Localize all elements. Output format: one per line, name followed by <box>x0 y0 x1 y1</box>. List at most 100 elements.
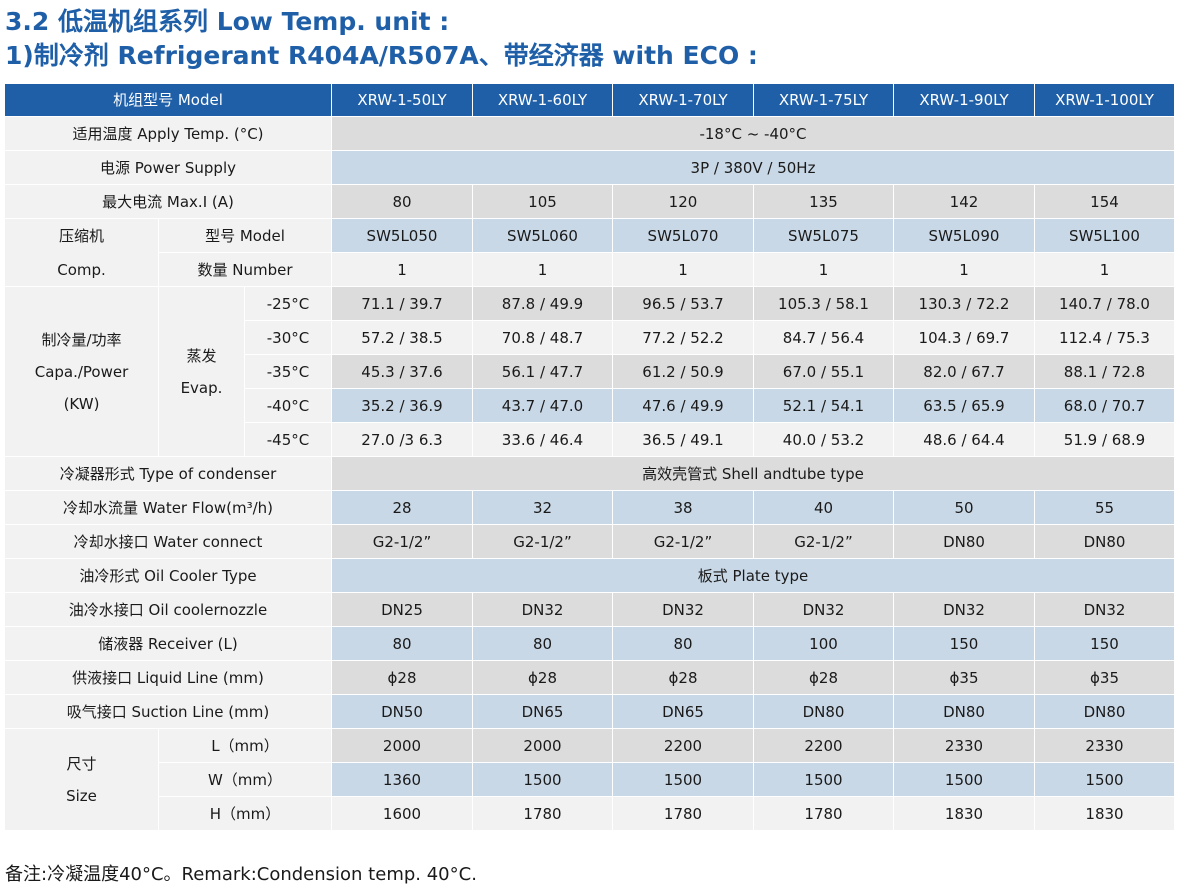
row-label: 冷却水流量 Water Flow(m³/h) <box>4 490 332 525</box>
cell: 51.9 / 68.9 <box>1034 422 1175 457</box>
cell: 52.1 / 54.1 <box>753 388 894 423</box>
cell: 1600 <box>331 796 473 831</box>
cell: ϕ28 <box>612 660 754 695</box>
cell: SW5L050 <box>331 218 473 253</box>
power-supply-value: 3P / 380V / 50Hz <box>331 150 1175 185</box>
table-header-row: 机组型号 Model XRW-1-50LY XRW-1-60LY XRW-1-7… <box>4 83 1175 117</box>
cell: 71.1 / 39.7 <box>331 286 473 321</box>
cell: ϕ28 <box>753 660 894 695</box>
row-label: 储液器 Receiver (L) <box>4 626 332 661</box>
cell: DN80 <box>1034 524 1175 559</box>
receiver-row: 储液器 Receiver (L) 80 80 80 100 150 150 <box>4 626 1175 661</box>
compressor-label: 压缩机 Comp. <box>4 218 159 287</box>
model-name: XRW-1-75LY <box>753 83 894 117</box>
cell: DN25 <box>331 592 473 627</box>
cell: SW5L060 <box>472 218 613 253</box>
oil-cooler-type-row: 油冷形式 Oil Cooler Type 板式 Plate type <box>4 558 1175 593</box>
cell: ϕ28 <box>331 660 473 695</box>
cell: SW5L070 <box>612 218 754 253</box>
size-row: 尺寸 Size L（mm） 2000 2000 2200 2200 2330 2… <box>4 728 1175 831</box>
cell: 1 <box>331 252 473 287</box>
cell: DN32 <box>753 592 894 627</box>
size-label-en: Size <box>66 786 97 805</box>
cell: SW5L075 <box>753 218 894 253</box>
cell: 36.5 / 49.1 <box>612 422 754 457</box>
capacity-row: -40°C 35.2 / 36.9 43.7 / 47.0 47.6 / 49.… <box>5 388 1175 423</box>
capacity-row: -30°C 57.2 / 38.5 70.8 / 48.7 77.2 / 52.… <box>5 320 1175 355</box>
water-connect-row: 冷却水接口 Water connect G2-1/2” G2-1/2” G2-1… <box>4 524 1175 559</box>
cell: DN32 <box>893 592 1035 627</box>
compressor-number-row: 数量 Number 1 1 1 1 1 1 <box>5 252 1175 287</box>
cell: G2-1/2” <box>472 524 613 559</box>
cell: 1360 <box>331 762 473 797</box>
cell: 55 <box>1034 490 1175 525</box>
cell: 50 <box>893 490 1035 525</box>
max-current-row: 最大电流 Max.I (A) 80 105 120 135 142 154 <box>4 184 1175 219</box>
cell: 47.6 / 49.9 <box>612 388 754 423</box>
evap-temp: -25°C <box>244 286 332 321</box>
cell: 140.7 / 78.0 <box>1034 286 1175 321</box>
cell: 1 <box>893 252 1035 287</box>
cell: 28 <box>331 490 473 525</box>
cell: 1830 <box>1034 796 1175 831</box>
cell: DN50 <box>331 694 473 729</box>
size-dimension-label: L（mm） <box>158 728 332 763</box>
cell: 1500 <box>612 762 754 797</box>
cell: 1 <box>1034 252 1175 287</box>
cell: 40.0 / 53.2 <box>753 422 894 457</box>
cell: 38 <box>612 490 754 525</box>
cell: 80 <box>612 626 754 661</box>
capacity-label: 制冷量/功率 Capa./Power (KW) <box>4 286 159 457</box>
model-name: XRW-1-70LY <box>612 83 754 117</box>
cell: 67.0 / 55.1 <box>753 354 894 389</box>
model-name: XRW-1-90LY <box>893 83 1035 117</box>
capacity-label-cn: 制冷量/功率 <box>41 330 122 349</box>
compressor-label-en: Comp. <box>57 260 106 279</box>
cell: SW5L100 <box>1034 218 1175 253</box>
capacity-label-unit: (KW) <box>63 394 100 413</box>
cell: ϕ35 <box>893 660 1035 695</box>
row-label: 最大电流 Max.I (A) <box>4 184 332 219</box>
cell: 1500 <box>472 762 613 797</box>
model-name: XRW-1-60LY <box>472 83 613 117</box>
condenser-type-value: 高效壳管式 Shell andtube type <box>331 456 1175 491</box>
suction-line-row: 吸气接口 Suction Line (mm) DN50 DN65 DN65 DN… <box>4 694 1175 729</box>
row-label: 吸气接口 Suction Line (mm) <box>4 694 332 729</box>
section-title: 3.2 低温机组系列 Low Temp. unit : <box>5 7 450 36</box>
section-subtitle: 1)制冷剂 Refrigerant R404A/R507A、带经济器 with … <box>5 41 758 70</box>
cell: SW5L090 <box>893 218 1035 253</box>
oil-cooler-nozzle-row: 油冷水接口 Oil coolernozzle DN25 DN32 DN32 DN… <box>4 592 1175 627</box>
cell: 96.5 / 53.7 <box>612 286 754 321</box>
cell: G2-1/2” <box>612 524 754 559</box>
evap-temp: -40°C <box>244 388 332 423</box>
cell: 135 <box>753 184 894 219</box>
cell: 1780 <box>612 796 754 831</box>
cell: 2000 <box>472 728 613 763</box>
capacity-row: -35°C 45.3 / 37.6 56.1 / 47.7 61.2 / 50.… <box>5 354 1175 389</box>
cell: 80 <box>331 626 473 661</box>
cell: DN32 <box>1034 592 1175 627</box>
cell: ϕ28 <box>472 660 613 695</box>
evap-temp: -35°C <box>244 354 332 389</box>
evap-label-en: Evap. <box>180 378 223 397</box>
cell: 150 <box>893 626 1035 661</box>
apply-temp-value: -18°C ~ -40°C <box>331 116 1175 151</box>
cell: 80 <box>331 184 473 219</box>
cell: 56.1 / 47.7 <box>472 354 613 389</box>
apply-temp-row: 适用温度 Apply Temp. (°C) -18°C ~ -40°C <box>4 116 1175 151</box>
cell: 57.2 / 38.5 <box>331 320 473 355</box>
cell: 112.4 / 75.3 <box>1034 320 1175 355</box>
cell: 70.8 / 48.7 <box>472 320 613 355</box>
cell: 2200 <box>753 728 894 763</box>
capacity-row: 制冷量/功率 Capa./Power (KW) 蒸发 Evap. -25°C 7… <box>4 286 1175 457</box>
cell: 32 <box>472 490 613 525</box>
row-label: 电源 Power Supply <box>4 150 332 185</box>
cell: 82.0 / 67.7 <box>893 354 1035 389</box>
row-label: 数量 Number <box>158 252 332 287</box>
cell: 1500 <box>1034 762 1175 797</box>
cell: 1 <box>753 252 894 287</box>
evap-temp: -30°C <box>244 320 332 355</box>
row-label: 供液接口 Liquid Line (mm) <box>4 660 332 695</box>
cell: 61.2 / 50.9 <box>612 354 754 389</box>
cell: 1500 <box>893 762 1035 797</box>
